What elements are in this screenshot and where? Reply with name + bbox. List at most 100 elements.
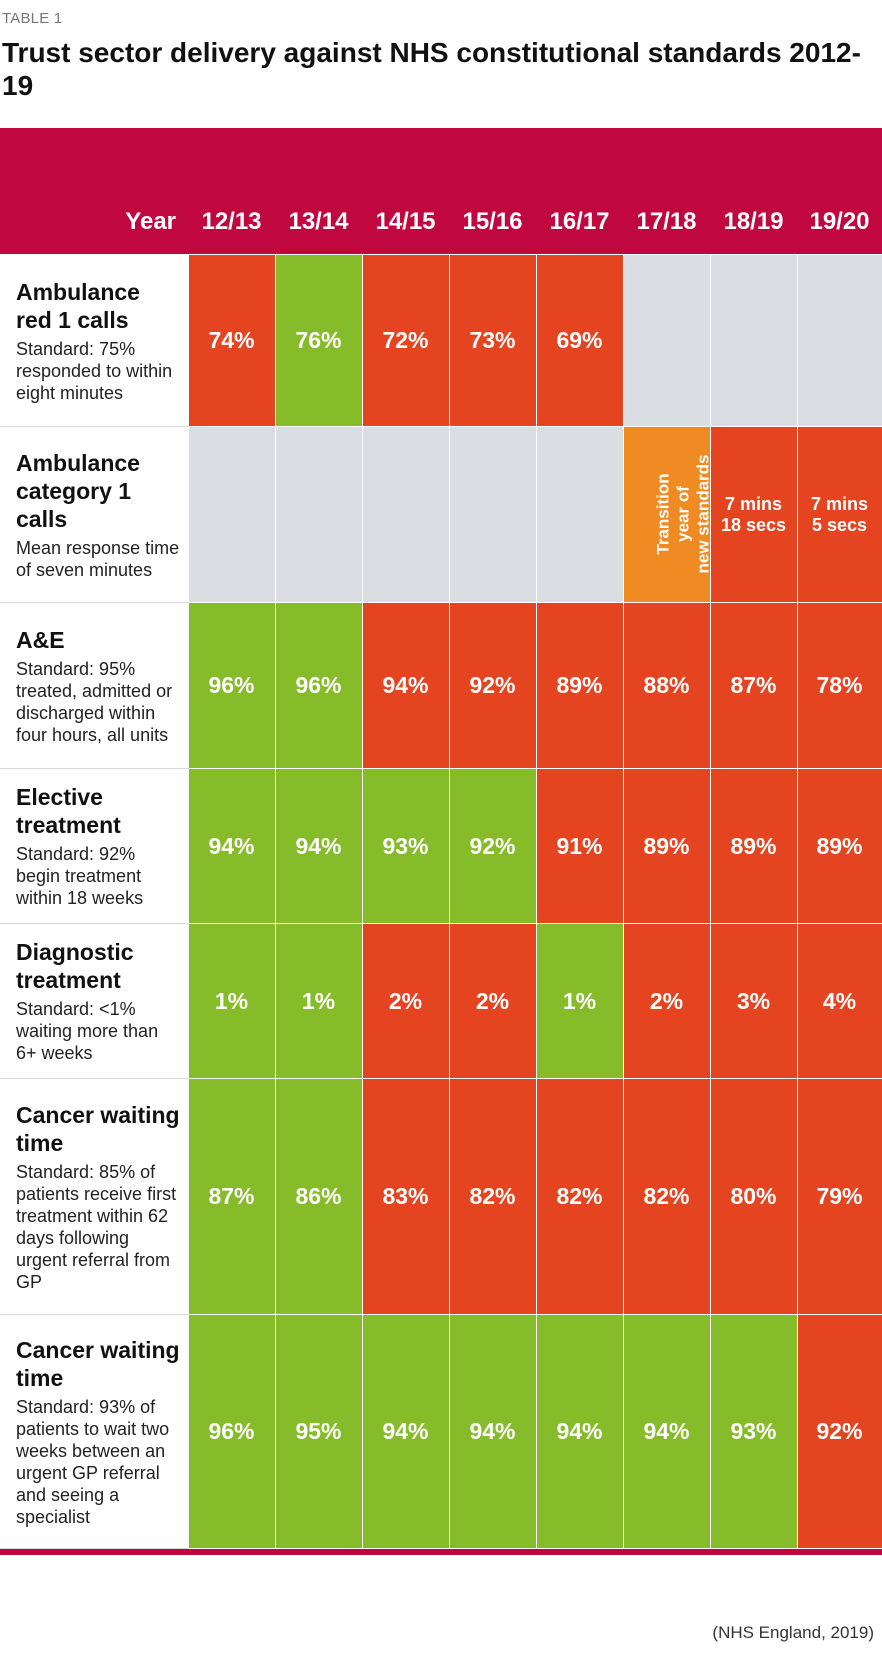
value-cell: 92% bbox=[448, 602, 537, 769]
value-cell: 1% bbox=[535, 923, 624, 1079]
row-name: Cancer waiting time bbox=[16, 1101, 180, 1156]
row-description: Mean response time of seven minutes bbox=[16, 537, 180, 580]
value-cell: 94% bbox=[361, 1314, 450, 1549]
value-cell: 69% bbox=[535, 254, 624, 427]
column-header-16-17: 16/17 bbox=[536, 128, 623, 255]
row-label: Cancer waiting time Standard: 85% of pati… bbox=[0, 1078, 189, 1315]
row-description: Standard: <1% waiting more than 6+ weeks bbox=[16, 999, 159, 1063]
value-cell: 4% bbox=[796, 923, 882, 1079]
value-cell: Transition year of new standards bbox=[622, 426, 713, 603]
value-cell: 1% bbox=[187, 923, 276, 1079]
value-cell: 93% bbox=[709, 1314, 798, 1549]
row-description: Standard: 92% begin treatment within 18 … bbox=[16, 844, 144, 908]
value-cell: 3% bbox=[709, 923, 798, 1079]
column-header-19-20: 19/20 bbox=[797, 128, 882, 255]
value-cell: 92% bbox=[796, 1314, 882, 1549]
column-header-18-19: 18/19 bbox=[710, 128, 797, 255]
header-row: Year 12/13 13/14 14/15 15/16 16/17 17/18 18/19… bbox=[0, 128, 882, 255]
column-header-12-13: 12/13 bbox=[188, 128, 275, 255]
value-cell: 94% bbox=[361, 602, 450, 769]
value-cell: 73% bbox=[448, 254, 537, 427]
value-cell: 89% bbox=[535, 602, 624, 769]
value-cell: 2% bbox=[448, 923, 537, 1079]
value-cell bbox=[709, 254, 798, 427]
value-cell bbox=[622, 254, 711, 427]
chart-title: Trust sector delivery against NHS consti… bbox=[2, 37, 861, 101]
value-cell: 2% bbox=[361, 923, 450, 1079]
column-header-17-18: 17/18 bbox=[623, 128, 710, 255]
column-header-13-14: 13/14 bbox=[275, 128, 362, 255]
standards-table: Year 12/13 13/14 14/15 15/16 16/17 17/18 18/19… bbox=[0, 128, 882, 1549]
value-cell bbox=[448, 426, 537, 603]
row-description: Standard: 95% treated, admitted or disch… bbox=[16, 658, 173, 745]
value-cell: 82% bbox=[448, 1078, 537, 1315]
value-cell bbox=[361, 426, 450, 603]
bottom-rule bbox=[0, 1549, 882, 1555]
value-cell: 76% bbox=[274, 254, 363, 427]
value-cell: 95% bbox=[274, 1314, 363, 1549]
table-row: Diagnostic treatment Standard: <1% waitin… bbox=[0, 923, 882, 1079]
value-cell: 96% bbox=[187, 602, 276, 769]
table-row: Ambulance red 1 calls Standard: 75% respo… bbox=[0, 254, 882, 427]
value-cell: 7 mins 5 secs bbox=[796, 426, 882, 603]
value-cell: 79% bbox=[796, 1078, 882, 1315]
value-cell: 94% bbox=[448, 1314, 537, 1549]
source-note: (NHS England, 2019) bbox=[712, 1623, 874, 1642]
value-cell: 96% bbox=[187, 1314, 276, 1549]
value-cell: 94% bbox=[274, 768, 363, 924]
value-cell: 2% bbox=[622, 923, 711, 1079]
table-body: Ambulance red 1 calls Standard: 75% respo… bbox=[0, 254, 882, 1549]
value-cell: 72% bbox=[361, 254, 450, 427]
value-cell: 94% bbox=[535, 1314, 624, 1549]
value-cell: 91% bbox=[535, 768, 624, 924]
value-cell bbox=[796, 254, 882, 427]
row-name: Diagnostic treatment bbox=[16, 939, 134, 993]
row-name: Ambulance category 1 calls bbox=[16, 449, 140, 532]
table-row: Elective treatment Standard: 92% begin tr… bbox=[0, 768, 882, 924]
column-header-14-15: 14/15 bbox=[362, 128, 449, 255]
row-name: A&E bbox=[16, 626, 65, 653]
row-label: Ambulance red 1 calls Standard: 75% respo… bbox=[0, 254, 189, 427]
row-name: Cancer waiting time bbox=[16, 1336, 180, 1391]
value-cell: 87% bbox=[187, 1078, 276, 1315]
value-cell: 87% bbox=[709, 602, 798, 769]
value-cell bbox=[535, 426, 624, 603]
row-name: Ambulance red 1 calls bbox=[16, 278, 140, 333]
table-label: TABLE 1 bbox=[2, 10, 63, 27]
row-name: Elective treatment bbox=[16, 784, 121, 838]
table-row: A&E Standard: 95% treated, admitted or di… bbox=[0, 602, 882, 769]
value-cell: 78% bbox=[796, 602, 882, 769]
row-label: Elective treatment Standard: 92% begin tr… bbox=[0, 768, 189, 924]
value-cell: 80% bbox=[709, 1078, 798, 1315]
value-cell: 96% bbox=[274, 602, 363, 769]
year-header: Year bbox=[0, 128, 188, 255]
row-label: A&E Standard: 95% treated, admitted or di… bbox=[0, 602, 189, 769]
value-cell: 88% bbox=[622, 602, 711, 769]
row-label: Cancer waiting time Standard: 93% of pati… bbox=[0, 1314, 189, 1549]
value-cell: 89% bbox=[709, 768, 798, 924]
value-cell: 94% bbox=[187, 768, 276, 924]
value-cell: 82% bbox=[535, 1078, 624, 1315]
row-label: Ambulance category 1 calls Mean response … bbox=[0, 426, 189, 603]
value-cell: 83% bbox=[361, 1078, 450, 1315]
cell-value: Transition year of new standards bbox=[653, 454, 713, 574]
value-cell: 1% bbox=[274, 923, 363, 1079]
row-description: Standard: 85% of patients receive first … bbox=[16, 1161, 177, 1292]
value-cell: 7 mins 18 secs bbox=[709, 426, 798, 603]
table-row: Ambulance category 1 calls Mean response … bbox=[0, 426, 882, 603]
value-cell: 86% bbox=[274, 1078, 363, 1315]
value-cell: 94% bbox=[622, 1314, 711, 1549]
row-description: Standard: 75% responded to within eight … bbox=[16, 338, 173, 403]
value-cell: 74% bbox=[187, 254, 276, 427]
value-cell: 89% bbox=[796, 768, 882, 924]
column-header-15-16: 15/16 bbox=[449, 128, 536, 255]
row-description: Standard: 93% of patients to wait two we… bbox=[16, 1396, 170, 1527]
value-cell: 82% bbox=[622, 1078, 711, 1315]
value-cell: 89% bbox=[622, 768, 711, 924]
value-cell: 92% bbox=[448, 768, 537, 924]
value-cell bbox=[274, 426, 363, 603]
value-cell: 93% bbox=[361, 768, 450, 924]
table-row: Cancer waiting time Standard: 85% of pati… bbox=[0, 1078, 882, 1315]
value-cell bbox=[187, 426, 276, 603]
table-row: Cancer waiting time Standard: 93% of pati… bbox=[0, 1314, 882, 1549]
